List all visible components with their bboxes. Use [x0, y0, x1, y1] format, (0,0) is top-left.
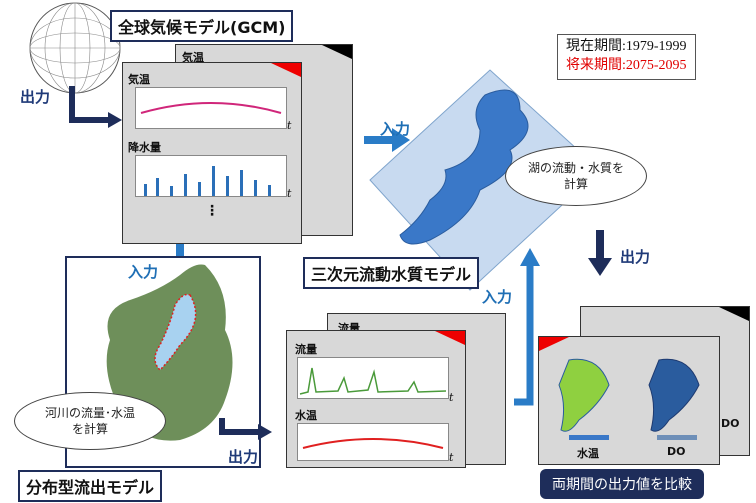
input-label-river: 入力 [482, 288, 513, 306]
t-axis-label: t [287, 119, 292, 132]
temp-plot [135, 87, 287, 129]
result-temp-label: 水温 [577, 447, 599, 460]
output-label-basin: 出力 [228, 448, 259, 466]
lake-shape [399, 89, 529, 245]
compare-badge: 両期間の出力値を比較 [540, 469, 704, 499]
output-label-lake: 出力 [620, 248, 651, 266]
t-axis-label-3: t [449, 391, 454, 404]
input-arrow-lake [364, 136, 394, 144]
water-temp-plot-title: 水温 [295, 409, 317, 422]
temp-plot-title: 気温 [128, 73, 150, 86]
basin-lake [154, 293, 197, 372]
t-axis-label-4: t [449, 451, 454, 464]
precip-plot-title: 降水量 [128, 141, 161, 154]
globe-icon [29, 2, 121, 94]
output-arrow-gcm [69, 86, 110, 123]
flow-plot-title: 流量 [295, 343, 317, 356]
input-label-lake: 入力 [380, 120, 411, 138]
future-period: 将来期間:2075-2095 [566, 57, 687, 73]
basin-model-title: 分布型流出モデル [18, 470, 163, 502]
water-temp-plot [297, 423, 449, 461]
input-label-basin: 入力 [128, 263, 159, 281]
precip-plot [135, 155, 287, 197]
period-legend: 現在期間:1979-1999 将来期間:2075-2095 [557, 34, 696, 80]
result-back-do-label: DO [721, 417, 740, 430]
output-arrow-lake [596, 230, 604, 260]
result-do-label: DO [667, 445, 686, 458]
gcm-back-title: 気温 [182, 51, 204, 64]
ellipsis: ⋮ [205, 203, 219, 219]
basin-oval: 河川の流量･水温 を計算 [14, 392, 166, 450]
result-maps [558, 358, 700, 440]
t-axis-label-2: t [287, 187, 292, 200]
flow-plot [297, 357, 449, 399]
lake-oval: 湖の流動・水質を 計算 [505, 146, 647, 206]
lake-model-title: 三次元流動水質モデル [303, 257, 480, 289]
gcm-title: 全球気候モデル(GCM) [110, 10, 294, 42]
input-arrow-river [514, 262, 534, 406]
current-period: 現在期間:1979-1999 [566, 39, 687, 54]
gcm-card-current: 気温 t 降水量 t ⋮ [122, 62, 302, 244]
input-arrow-basin [176, 238, 184, 268]
river-card-current: 流量 t 水温 t [286, 330, 466, 468]
output-label-gcm: 出力 [20, 88, 51, 106]
result-card-current: 水温 DO [538, 336, 720, 465]
output-arrow-basin [219, 418, 260, 435]
